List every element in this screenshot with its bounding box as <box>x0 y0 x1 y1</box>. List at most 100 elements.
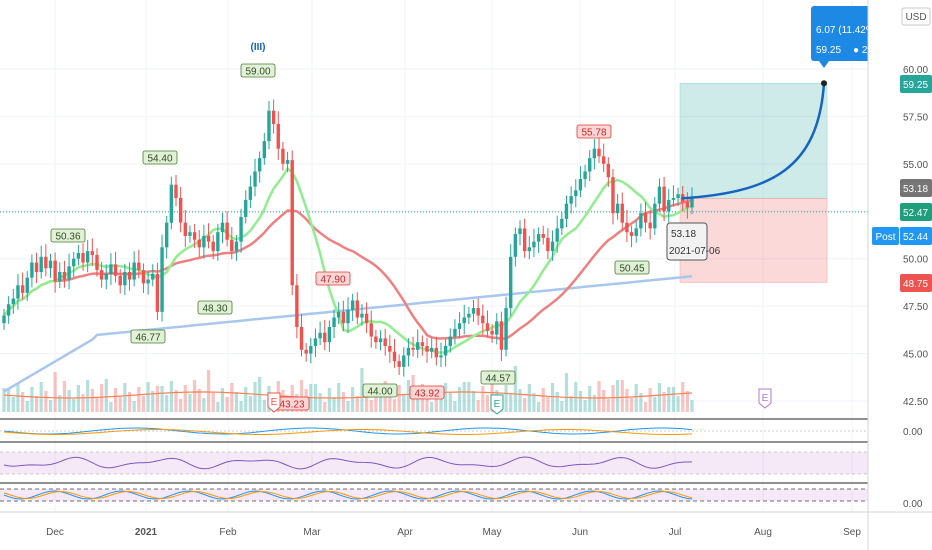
volume-bar <box>160 386 164 412</box>
candle-body <box>574 190 578 197</box>
volume-bar <box>67 390 71 412</box>
price-tick-label: 57.50 <box>903 112 928 123</box>
candle-body <box>146 279 150 284</box>
candle-body <box>188 232 192 236</box>
candle-body <box>397 361 401 367</box>
post-badge-label: Post <box>875 232 895 243</box>
volume-bar <box>192 380 197 412</box>
volume-bar <box>611 385 615 412</box>
cursor-box <box>666 222 708 261</box>
candle-body <box>546 237 550 252</box>
volume-bar <box>25 401 29 412</box>
candle-body <box>197 239 201 248</box>
time-tick-label: Mar <box>303 527 321 538</box>
volume-bar <box>392 399 397 412</box>
volume-bar <box>183 385 187 412</box>
target-zone <box>679 82 828 199</box>
candle-body <box>327 327 332 343</box>
volume-bar <box>11 397 15 412</box>
candle-body <box>439 355 443 358</box>
candle-body <box>178 198 183 223</box>
volume-bar <box>546 397 550 412</box>
price-marker-box <box>130 329 166 344</box>
volume-bar <box>634 384 638 412</box>
candle-body <box>374 336 378 343</box>
volume-bar <box>127 392 132 412</box>
volume-bar <box>555 392 559 412</box>
price-marker-box <box>576 124 612 139</box>
volume-bar <box>118 397 122 412</box>
volume-bar <box>509 394 513 412</box>
candle-body <box>183 222 187 236</box>
candle-body <box>72 258 76 267</box>
candle-body <box>471 308 476 314</box>
candle-body <box>495 321 499 335</box>
rsi-line <box>3 456 693 470</box>
currency-label: USD <box>905 12 926 23</box>
candle-body <box>230 239 234 252</box>
candle-body <box>123 271 127 286</box>
candle-body <box>453 328 457 337</box>
price-tick-label: 50.00 <box>903 255 928 266</box>
volume-bar <box>44 391 48 412</box>
volume-bar <box>676 396 680 412</box>
volume-bar <box>560 401 564 412</box>
candle-body <box>481 315 485 324</box>
volume-bar <box>132 401 136 412</box>
volume-bar <box>113 388 118 412</box>
candle-body <box>467 313 471 318</box>
candle-body <box>416 342 420 350</box>
projection-line <box>681 83 826 200</box>
cursor-date: 2021-07-06 <box>669 246 721 257</box>
candle-body <box>388 345 392 352</box>
price-tick-label: 42.50 <box>903 397 928 408</box>
volume-bar <box>72 399 76 412</box>
volume-bar <box>86 380 90 412</box>
candle-body <box>141 270 146 284</box>
candle-body <box>457 323 462 329</box>
volume-bar <box>220 388 225 412</box>
candle-body <box>318 332 322 339</box>
time-tick-label: Jun <box>572 527 588 538</box>
price-tick-label: 60.00 <box>903 65 928 76</box>
candle-body <box>2 315 6 324</box>
candle-body <box>155 273 160 312</box>
candle-body <box>611 177 615 214</box>
candle-body <box>216 232 220 252</box>
volume-bar <box>244 387 248 412</box>
candle-body <box>290 160 294 286</box>
volume-bar <box>360 368 364 412</box>
volume-bar <box>323 402 327 412</box>
signal-line <box>3 429 693 435</box>
projection-target: 59.25 <box>816 45 841 56</box>
candle-body <box>518 228 522 235</box>
volume-bar <box>188 394 192 412</box>
candle-body <box>295 285 299 328</box>
volume-bar <box>30 387 34 412</box>
candle-body <box>634 228 638 236</box>
volume-bar <box>20 392 25 412</box>
candle-body <box>341 311 346 324</box>
candle-body <box>513 234 518 257</box>
candle-body <box>402 355 406 367</box>
candle-body <box>560 218 564 229</box>
price-badge-bg <box>900 179 932 197</box>
candle-body <box>313 338 318 346</box>
candle-body <box>392 351 397 362</box>
price-marker-label: 55.78 <box>581 128 606 139</box>
candle-body <box>99 270 104 280</box>
volume-bar <box>439 397 443 412</box>
volume-bar <box>165 395 169 412</box>
volume-bar <box>685 391 689 412</box>
volume-bar <box>485 395 490 412</box>
volume-bar <box>53 372 57 412</box>
price-badge-value: 48.75 <box>903 279 928 290</box>
ma-200-line <box>3 274 693 393</box>
elliott-wave-label: (III) <box>251 42 266 53</box>
volume-bar <box>453 401 457 412</box>
candle-body <box>378 338 383 343</box>
earnings-marker-letter: E <box>494 399 501 410</box>
price-marker-label: 43.92 <box>414 389 439 400</box>
volume-bar <box>434 388 438 412</box>
